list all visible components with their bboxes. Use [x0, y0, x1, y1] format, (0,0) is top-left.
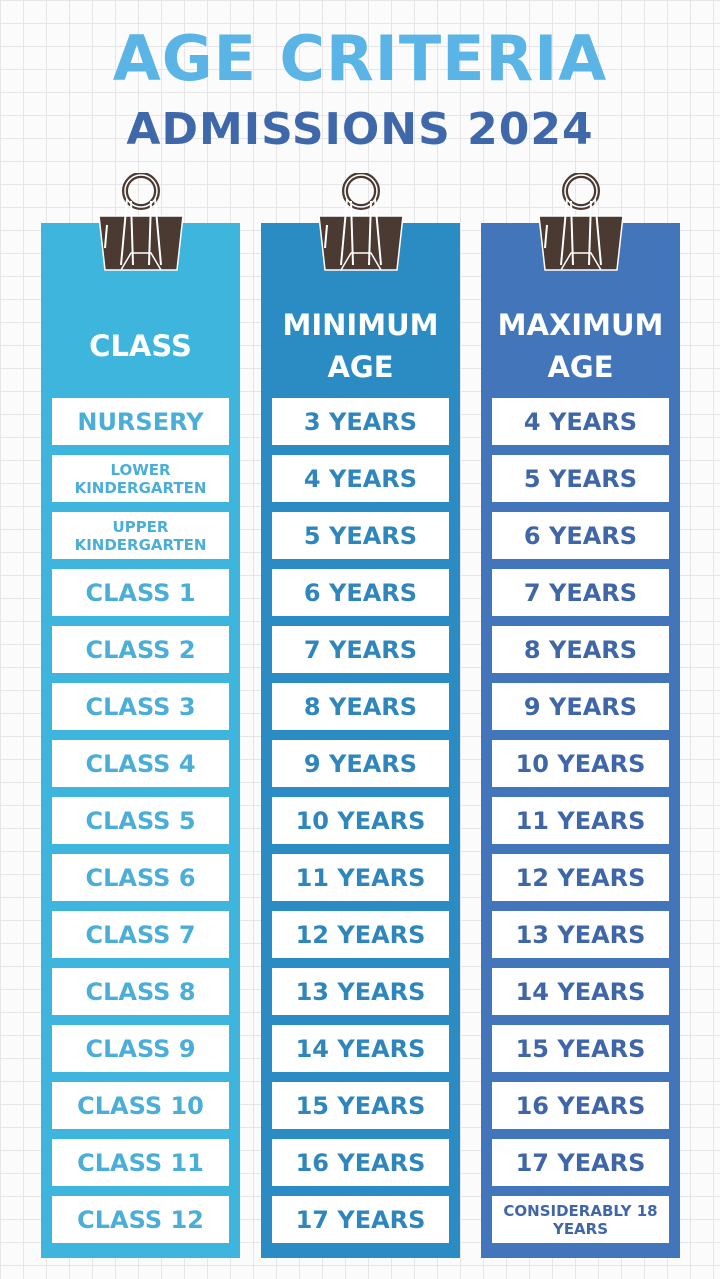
table-cell: 9 YEARS	[272, 740, 449, 787]
table-cell: 14 YEARS	[492, 968, 669, 1015]
maximum-age-column: MAXIMUM AGE 4 YEARS 5 YEARS 6 YEARS 7 YEARS 8…	[481, 172, 680, 1258]
column-header: MAXIMUM AGE	[497, 307, 664, 384]
table-cell: 9 YEARS	[492, 683, 669, 730]
table-cell: 10 YEARS	[492, 740, 669, 787]
table-cell: 15 YEARS	[492, 1025, 669, 1072]
table-cell: 11 YEARS	[272, 854, 449, 901]
table-cell: 16 YEARS	[492, 1082, 669, 1129]
table-cell: 12 YEARS	[272, 911, 449, 958]
table-cell: 6 YEARS	[272, 569, 449, 616]
table-cell: CLASS 4	[52, 740, 229, 787]
table-cell: 17 YEARS	[492, 1139, 669, 1186]
table-cell: CLASS 2	[52, 626, 229, 673]
table-cell: CLASS 5	[52, 797, 229, 844]
table-cell: 17 YEARS	[272, 1196, 449, 1243]
table-cell: 5 YEARS	[492, 455, 669, 502]
column-header: CLASS	[89, 328, 192, 363]
table-cell: 4 YEARS	[272, 455, 449, 502]
table-cell: 8 YEARS	[492, 626, 669, 673]
table-cell: 7 YEARS	[272, 626, 449, 673]
table-cell: 7 YEARS	[492, 569, 669, 616]
table-cell: 15 YEARS	[272, 1082, 449, 1129]
table-cell: UPPER KINDERGARTEN	[52, 512, 229, 559]
table-cell: 12 YEARS	[492, 854, 669, 901]
table-cell: CLASS 8	[52, 968, 229, 1015]
table-cell: 3 YEARS	[272, 398, 449, 445]
table-cell: 10 YEARS	[272, 797, 449, 844]
table-cell: CLASS 3	[52, 683, 229, 730]
table-cell: CLASS 11	[52, 1139, 229, 1186]
title: AGE CRITERIA	[112, 22, 608, 95]
minimum-age-column: MINIMUM AGE 3 YEARS 4 YEARS 5 YEARS 6 YEARS 7…	[261, 172, 460, 1258]
table-cell: 8 YEARS	[272, 683, 449, 730]
table-cell: 13 YEARS	[272, 968, 449, 1015]
table-cell: CLASS 12	[52, 1196, 229, 1243]
table-cell: 5 YEARS	[272, 512, 449, 559]
table-cell: CLASS 1	[52, 569, 229, 616]
binder-clip-icon	[531, 172, 631, 273]
table-cell: 13 YEARS	[492, 911, 669, 958]
class-column: CLASS NURSERY LOWER KINDERGARTEN UPPER KIND…	[41, 172, 240, 1258]
binder-clip-icon	[91, 172, 191, 273]
binder-clip-icon	[311, 172, 411, 273]
table-cell: 6 YEARS	[492, 512, 669, 559]
table-cell: LOWER KINDERGARTEN	[52, 455, 229, 502]
table-cell: CONSIDERABLY 18 YEARS	[492, 1196, 669, 1243]
table-cell: 11 YEARS	[492, 797, 669, 844]
table-cell: CLASS 10	[52, 1082, 229, 1129]
table-cell: 16 YEARS	[272, 1139, 449, 1186]
column-header: MINIMUM AGE	[282, 307, 439, 384]
table-cell: 14 YEARS	[272, 1025, 449, 1072]
table-cell: CLASS 6	[52, 854, 229, 901]
table-cell: CLASS 9	[52, 1025, 229, 1072]
subtitle: ADMISSIONS 2024	[126, 104, 594, 155]
table-cell: CLASS 7	[52, 911, 229, 958]
table-cell: NURSERY	[52, 398, 229, 445]
table-cell: 4 YEARS	[492, 398, 669, 445]
